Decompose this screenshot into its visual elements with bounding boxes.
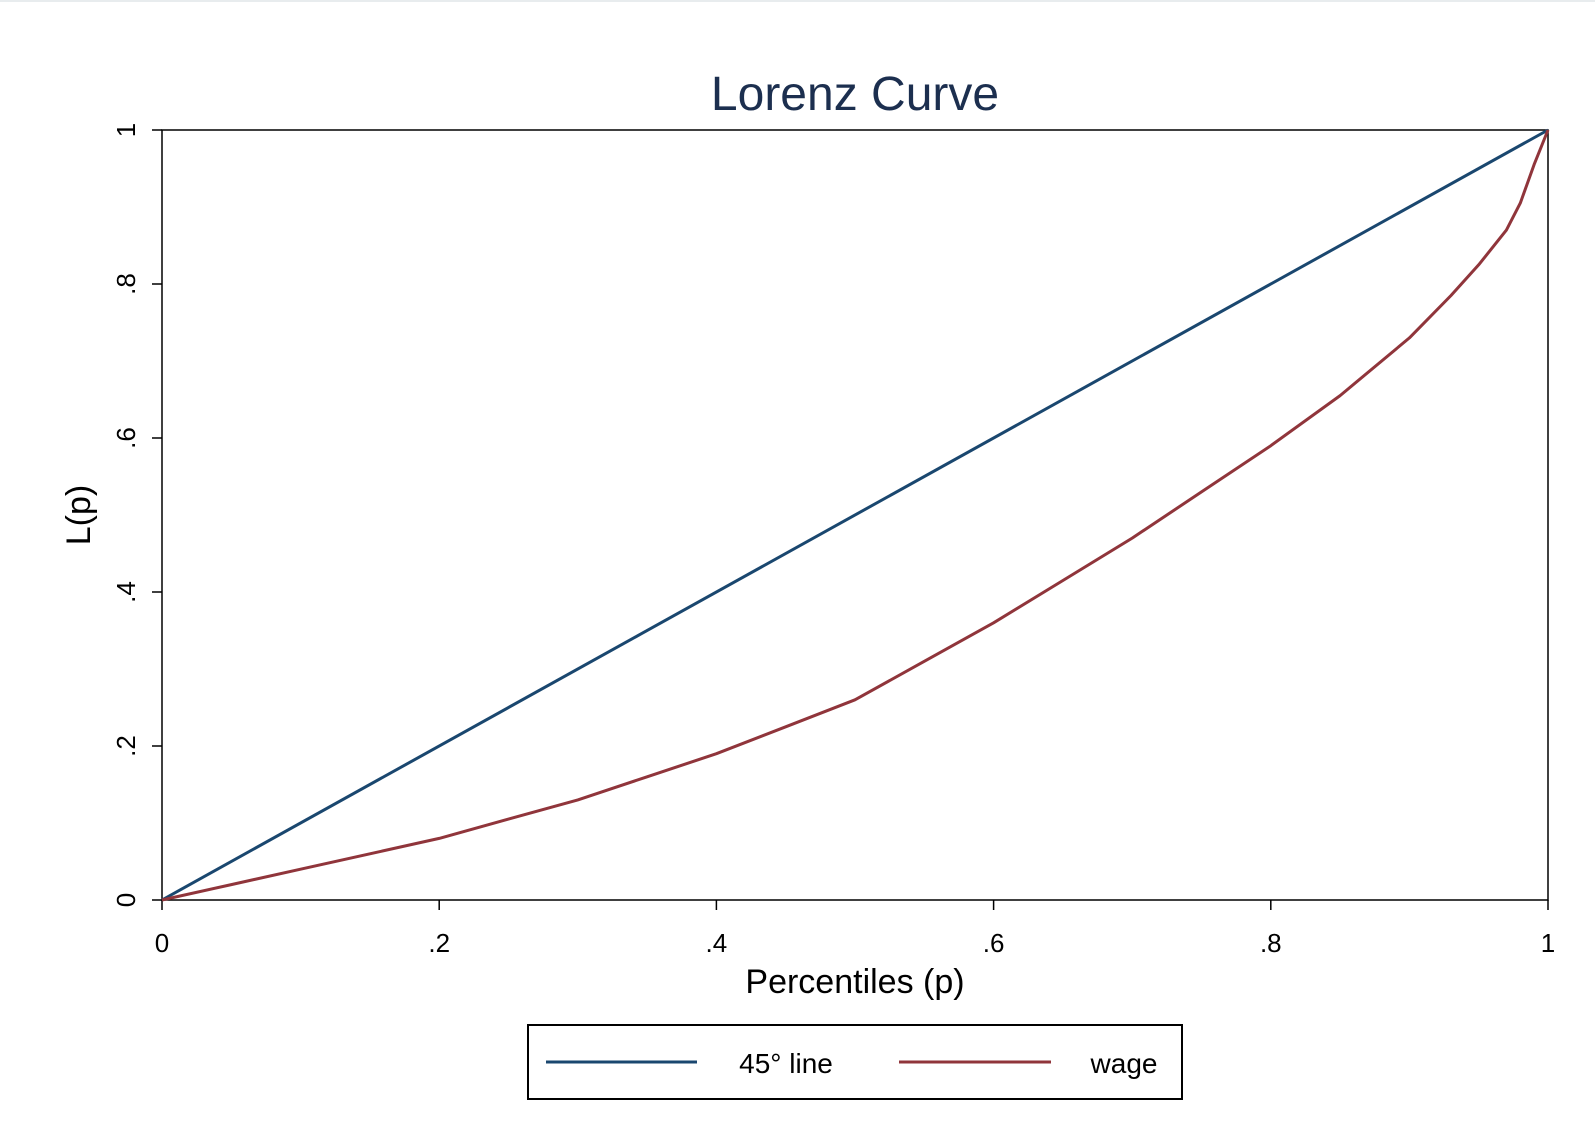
x-tick-label: 0: [155, 928, 169, 958]
plot-frame: [161, 129, 1549, 901]
top-border: [0, 0, 1595, 2]
x-tick-label: .8: [1260, 928, 1282, 958]
y-tick-label: .4: [111, 581, 141, 603]
x-tick-label: 1: [1541, 928, 1555, 958]
y-tick-label: 0: [111, 893, 141, 907]
y-tick-label: 1: [111, 123, 141, 137]
series-line-wage: [161, 129, 1550, 902]
series-line-45-degree: [161, 128, 1549, 902]
y-tick-label: .8: [111, 273, 141, 295]
y-axis: 0 .2 .4 .6 .8 1: [111, 123, 162, 907]
legend-label-wage: wage: [1090, 1048, 1158, 1079]
chart-title: Lorenz Curve: [711, 68, 999, 121]
x-tick-label: .4: [706, 928, 728, 958]
x-axis: 0 .2 .4 .6 .8 1: [155, 900, 1555, 958]
x-tick-label: .6: [983, 928, 1005, 958]
y-tick-label: .2: [111, 735, 141, 757]
x-tick-label: .2: [428, 928, 450, 958]
series-layer: [161, 128, 1550, 902]
y-tick-label: .6: [111, 427, 141, 449]
legend: 45° line wage: [527, 1024, 1183, 1100]
legend-label-45-degree: 45° line: [739, 1048, 833, 1079]
y-axis-title: L(p): [60, 485, 98, 545]
x-axis-title: Percentiles (p): [745, 963, 964, 1001]
